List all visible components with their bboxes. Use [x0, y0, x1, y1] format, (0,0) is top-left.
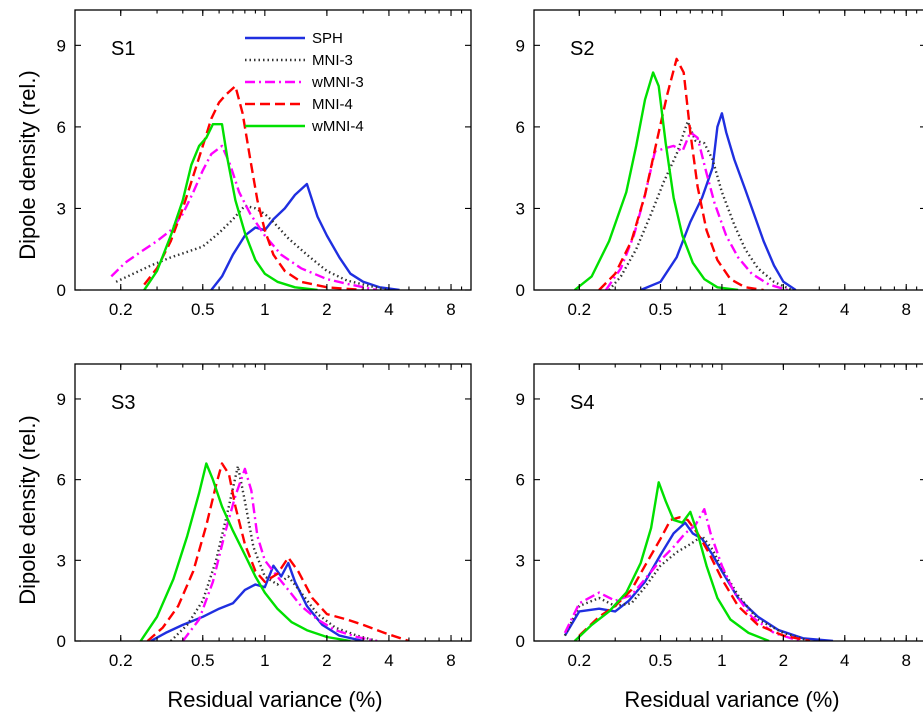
x-tick-label: 4	[384, 300, 393, 319]
series-line-sph	[150, 561, 364, 641]
x-tick-label: 0.5	[191, 300, 215, 319]
series-line-mni-3	[563, 534, 811, 641]
y-tick-label: 3	[516, 199, 525, 218]
y-tick-label: 6	[57, 471, 66, 490]
series-line-mni-4	[598, 57, 764, 290]
legend-label: SPH	[312, 30, 343, 47]
legend-item-wmni-4: wMNI-4	[245, 118, 364, 135]
y-tick-label: 0	[516, 632, 525, 651]
series-line-mni-4	[146, 462, 410, 641]
x-tick-label: 2	[779, 651, 788, 670]
panel-label: S3	[111, 392, 135, 414]
x-tick-label: 8	[446, 300, 455, 319]
x-tick-label: 4	[840, 300, 849, 319]
x-tick-label: 2	[322, 651, 331, 670]
x-tick-label: 1	[717, 651, 726, 670]
y-tick-label: 9	[516, 36, 525, 55]
y-tick-label: 9	[57, 36, 66, 55]
panel-s4: 0 3 6 9 0.2 0.5 1 2 4 8 S4	[516, 363, 923, 670]
series-line-wmni-4	[139, 462, 351, 641]
legend: SPH MNI-3 wMNI-3 MNI-4 wMNI-4	[245, 30, 364, 135]
legend-label: MNI-3	[312, 52, 353, 69]
y-axis-title-bottom: Dipole density (rel.)	[15, 415, 40, 605]
x-axis-title-left: Residual variance (%)	[167, 687, 382, 712]
x-tick-label: 0.2	[567, 651, 591, 670]
series-line-sph	[563, 521, 834, 641]
panel-label: S2	[570, 38, 594, 60]
series-line-mni-3	[115, 204, 390, 290]
y-tick-label: 3	[516, 551, 525, 570]
legend-label: wMNI-3	[311, 74, 364, 91]
y-tick-label: 3	[57, 199, 66, 218]
series-line-wmni-3	[110, 144, 378, 290]
series-line-wmni-3	[181, 467, 378, 641]
series-line-wmni-4	[143, 123, 318, 290]
panel-label: S1	[111, 38, 135, 60]
y-tick-label: 0	[57, 281, 66, 300]
legend-item-sph: SPH	[245, 30, 343, 47]
x-tick-label: 1	[260, 651, 269, 670]
x-axis-title-right: Residual variance (%)	[624, 687, 839, 712]
legend-item-mni-3: MNI-3	[245, 52, 353, 69]
x-tick-label: 2	[779, 300, 788, 319]
x-tick-label: 1	[260, 300, 269, 319]
series-line-sph	[210, 182, 400, 290]
y-tick-label: 9	[516, 390, 525, 409]
x-tick-label: 0.2	[109, 651, 133, 670]
y-axis-title-top: Dipole density (rel.)	[15, 70, 40, 260]
x-tick-label: 1	[717, 300, 726, 319]
panel-s3: 0 3 6 9 0.2 0.5 1 2 4 8 S3	[57, 363, 472, 670]
axes-frame	[533, 9, 923, 291]
x-tick-label: 2	[322, 300, 331, 319]
axes-frame	[74, 363, 472, 642]
x-tick-label: 8	[446, 651, 455, 670]
x-tick-label: 0.2	[109, 300, 133, 319]
legend-item-wmni-3: wMNI-3	[245, 74, 364, 91]
panel-label: S4	[570, 392, 594, 414]
legend-label: wMNI-4	[311, 118, 364, 135]
y-tick-label: 9	[57, 390, 66, 409]
y-tick-label: 6	[57, 118, 66, 137]
series-line-wmni-3	[563, 508, 800, 641]
series-line-mni-4	[143, 84, 364, 290]
x-tick-label: 0.5	[191, 651, 215, 670]
axes-frame	[74, 9, 472, 291]
series-line-wmni-4	[573, 481, 770, 641]
y-tick-label: 0	[516, 281, 525, 300]
x-tick-label: 0.2	[567, 300, 591, 319]
axes-frame	[533, 363, 923, 642]
y-tick-label: 3	[57, 551, 66, 570]
series-line-mni-3	[169, 465, 378, 641]
y-tick-label: 0	[57, 632, 66, 651]
series-line-mni-3	[608, 120, 793, 290]
x-tick-label: 4	[840, 651, 849, 670]
legend-label: MNI-4	[312, 96, 353, 113]
x-tick-label: 8	[901, 651, 910, 670]
legend-item-mni-4: MNI-4	[245, 96, 353, 113]
y-tick-label: 6	[516, 471, 525, 490]
panel-s1: 0 3 6 9 0.2 0.5 1 2 4 8 S1	[57, 9, 472, 319]
x-tick-label: 8	[901, 300, 910, 319]
x-tick-label: 0.5	[649, 651, 673, 670]
series-line-wmni-4	[573, 71, 739, 290]
panel-s2: 0 3 6 9 0.2 0.5 1 2 4 8 S2	[516, 9, 923, 319]
x-tick-label: 0.5	[649, 300, 673, 319]
series-line-sph	[640, 112, 797, 290]
y-tick-label: 6	[516, 118, 525, 137]
x-tick-label: 4	[384, 651, 393, 670]
